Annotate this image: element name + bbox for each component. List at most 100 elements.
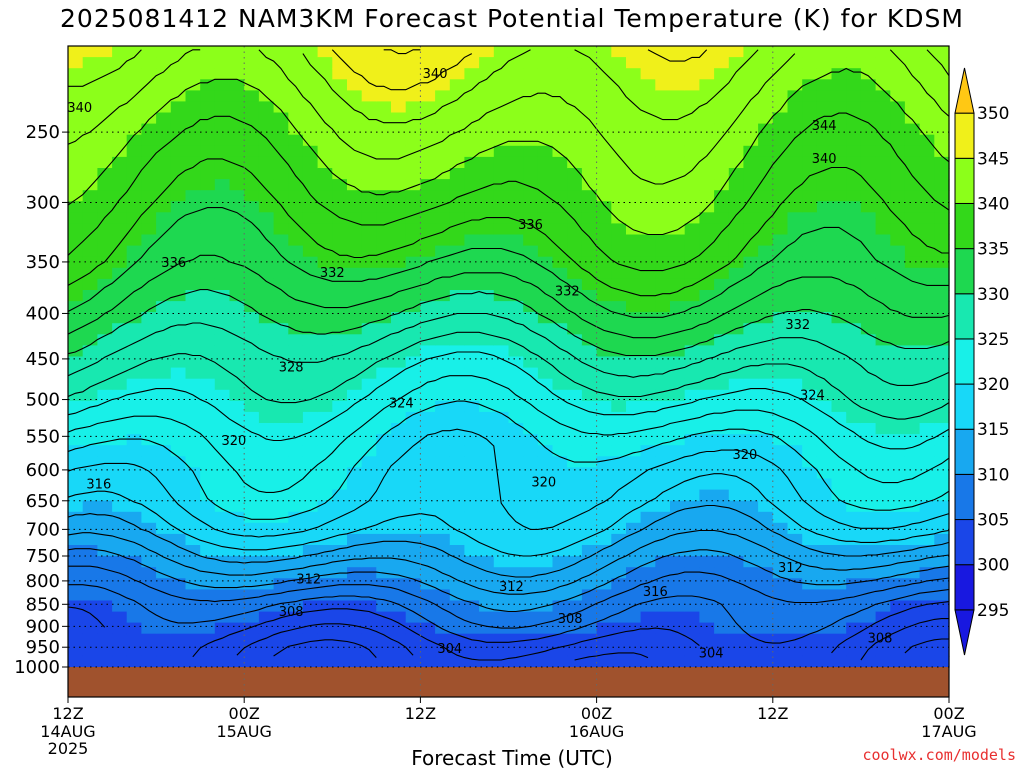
theta-cell [420, 256, 436, 269]
theta-cell [317, 323, 333, 335]
theta-cell [435, 168, 451, 180]
theta-cell [831, 290, 847, 302]
theta-cell [904, 57, 921, 69]
theta-cell [802, 112, 818, 125]
theta-cell [449, 201, 466, 213]
theta-cell [919, 500, 935, 513]
theta-cell [273, 467, 289, 480]
theta-field [68, 46, 950, 668]
theta-cell [185, 123, 201, 136]
theta-cell [302, 611, 319, 624]
theta-cell [523, 323, 539, 335]
theta-cell [714, 212, 730, 224]
theta-cell [479, 445, 495, 457]
theta-cell [112, 68, 128, 80]
theta-cell [273, 633, 289, 646]
theta-cell [523, 234, 539, 247]
theta-cell [493, 633, 510, 646]
theta-cell [831, 411, 847, 424]
theta-cell [714, 245, 730, 258]
theta-cell [361, 500, 377, 513]
theta-cell [714, 423, 730, 435]
theta-cell [772, 90, 789, 103]
theta-cell [596, 556, 612, 568]
theta-cell [802, 423, 818, 435]
theta-cell [890, 90, 906, 103]
theta-cell [875, 356, 891, 369]
theta-cell [258, 234, 275, 247]
theta-cell [317, 179, 333, 191]
theta-cell [670, 411, 686, 424]
theta-cell [376, 90, 392, 103]
theta-cell [391, 168, 407, 180]
theta-cell [728, 46, 745, 58]
theta-cell [141, 489, 157, 502]
theta-cell [156, 545, 172, 557]
theta-cell [743, 556, 759, 568]
theta-cell [640, 378, 656, 391]
theta-cell [846, 400, 862, 413]
theta-cell [347, 168, 363, 180]
theta-cell [156, 467, 172, 480]
theta-cell [170, 267, 187, 280]
theta-cell [758, 312, 774, 324]
theta-cell [288, 511, 304, 524]
theta-cell [581, 212, 598, 224]
theta-cell [904, 356, 921, 369]
theta-cell [391, 611, 407, 624]
theta-cell [170, 633, 187, 646]
theta-cell [596, 256, 612, 269]
theta-cell [919, 467, 935, 480]
theta-cell [361, 134, 377, 147]
theta-cell [156, 511, 172, 524]
theta-cell [229, 179, 245, 191]
theta-cell [581, 101, 598, 114]
theta-cell [317, 190, 333, 202]
theta-cell [82, 434, 98, 446]
theta-cell [376, 522, 392, 535]
theta-cell [317, 223, 333, 236]
theta-cell [772, 356, 789, 369]
theta-cell [479, 478, 495, 491]
theta-cell [714, 589, 730, 602]
theta-cell [743, 301, 759, 313]
theta-cell [405, 411, 421, 424]
theta-cell [288, 223, 304, 236]
theta-cell [831, 367, 847, 380]
theta-cell [464, 556, 480, 568]
theta-cell [332, 290, 348, 302]
theta-cell [537, 345, 554, 358]
theta-cell [464, 190, 480, 202]
theta-cell [214, 522, 231, 535]
theta-cell [904, 201, 921, 213]
theta-cell [391, 467, 407, 480]
theta-cell [288, 644, 304, 657]
theta-cell [317, 145, 333, 158]
theta-cell [890, 223, 906, 236]
theta-cell [772, 522, 789, 535]
theta-cell [244, 478, 260, 491]
theta-cell [537, 545, 554, 557]
theta-cell [288, 68, 304, 80]
theta-cell [302, 145, 319, 158]
theta-cell [82, 556, 98, 568]
theta-cell [802, 156, 818, 169]
theta-cell [684, 212, 700, 224]
theta-cell [317, 600, 333, 613]
theta-cell [596, 290, 612, 302]
theta-cell [772, 156, 789, 169]
theta-cell [552, 334, 568, 346]
credit-text: coolwx.com/models [862, 746, 1016, 764]
theta-cell [743, 223, 759, 236]
theta-cell [670, 500, 686, 513]
theta-cell [772, 367, 789, 380]
theta-cell [82, 567, 98, 579]
theta-cell [904, 467, 921, 480]
theta-cell [376, 245, 392, 258]
theta-cell [288, 600, 304, 613]
theta-cell [640, 234, 656, 247]
theta-cell [919, 256, 935, 269]
theta-cell [919, 201, 935, 213]
theta-cell [376, 367, 392, 380]
theta-cell [655, 556, 671, 568]
